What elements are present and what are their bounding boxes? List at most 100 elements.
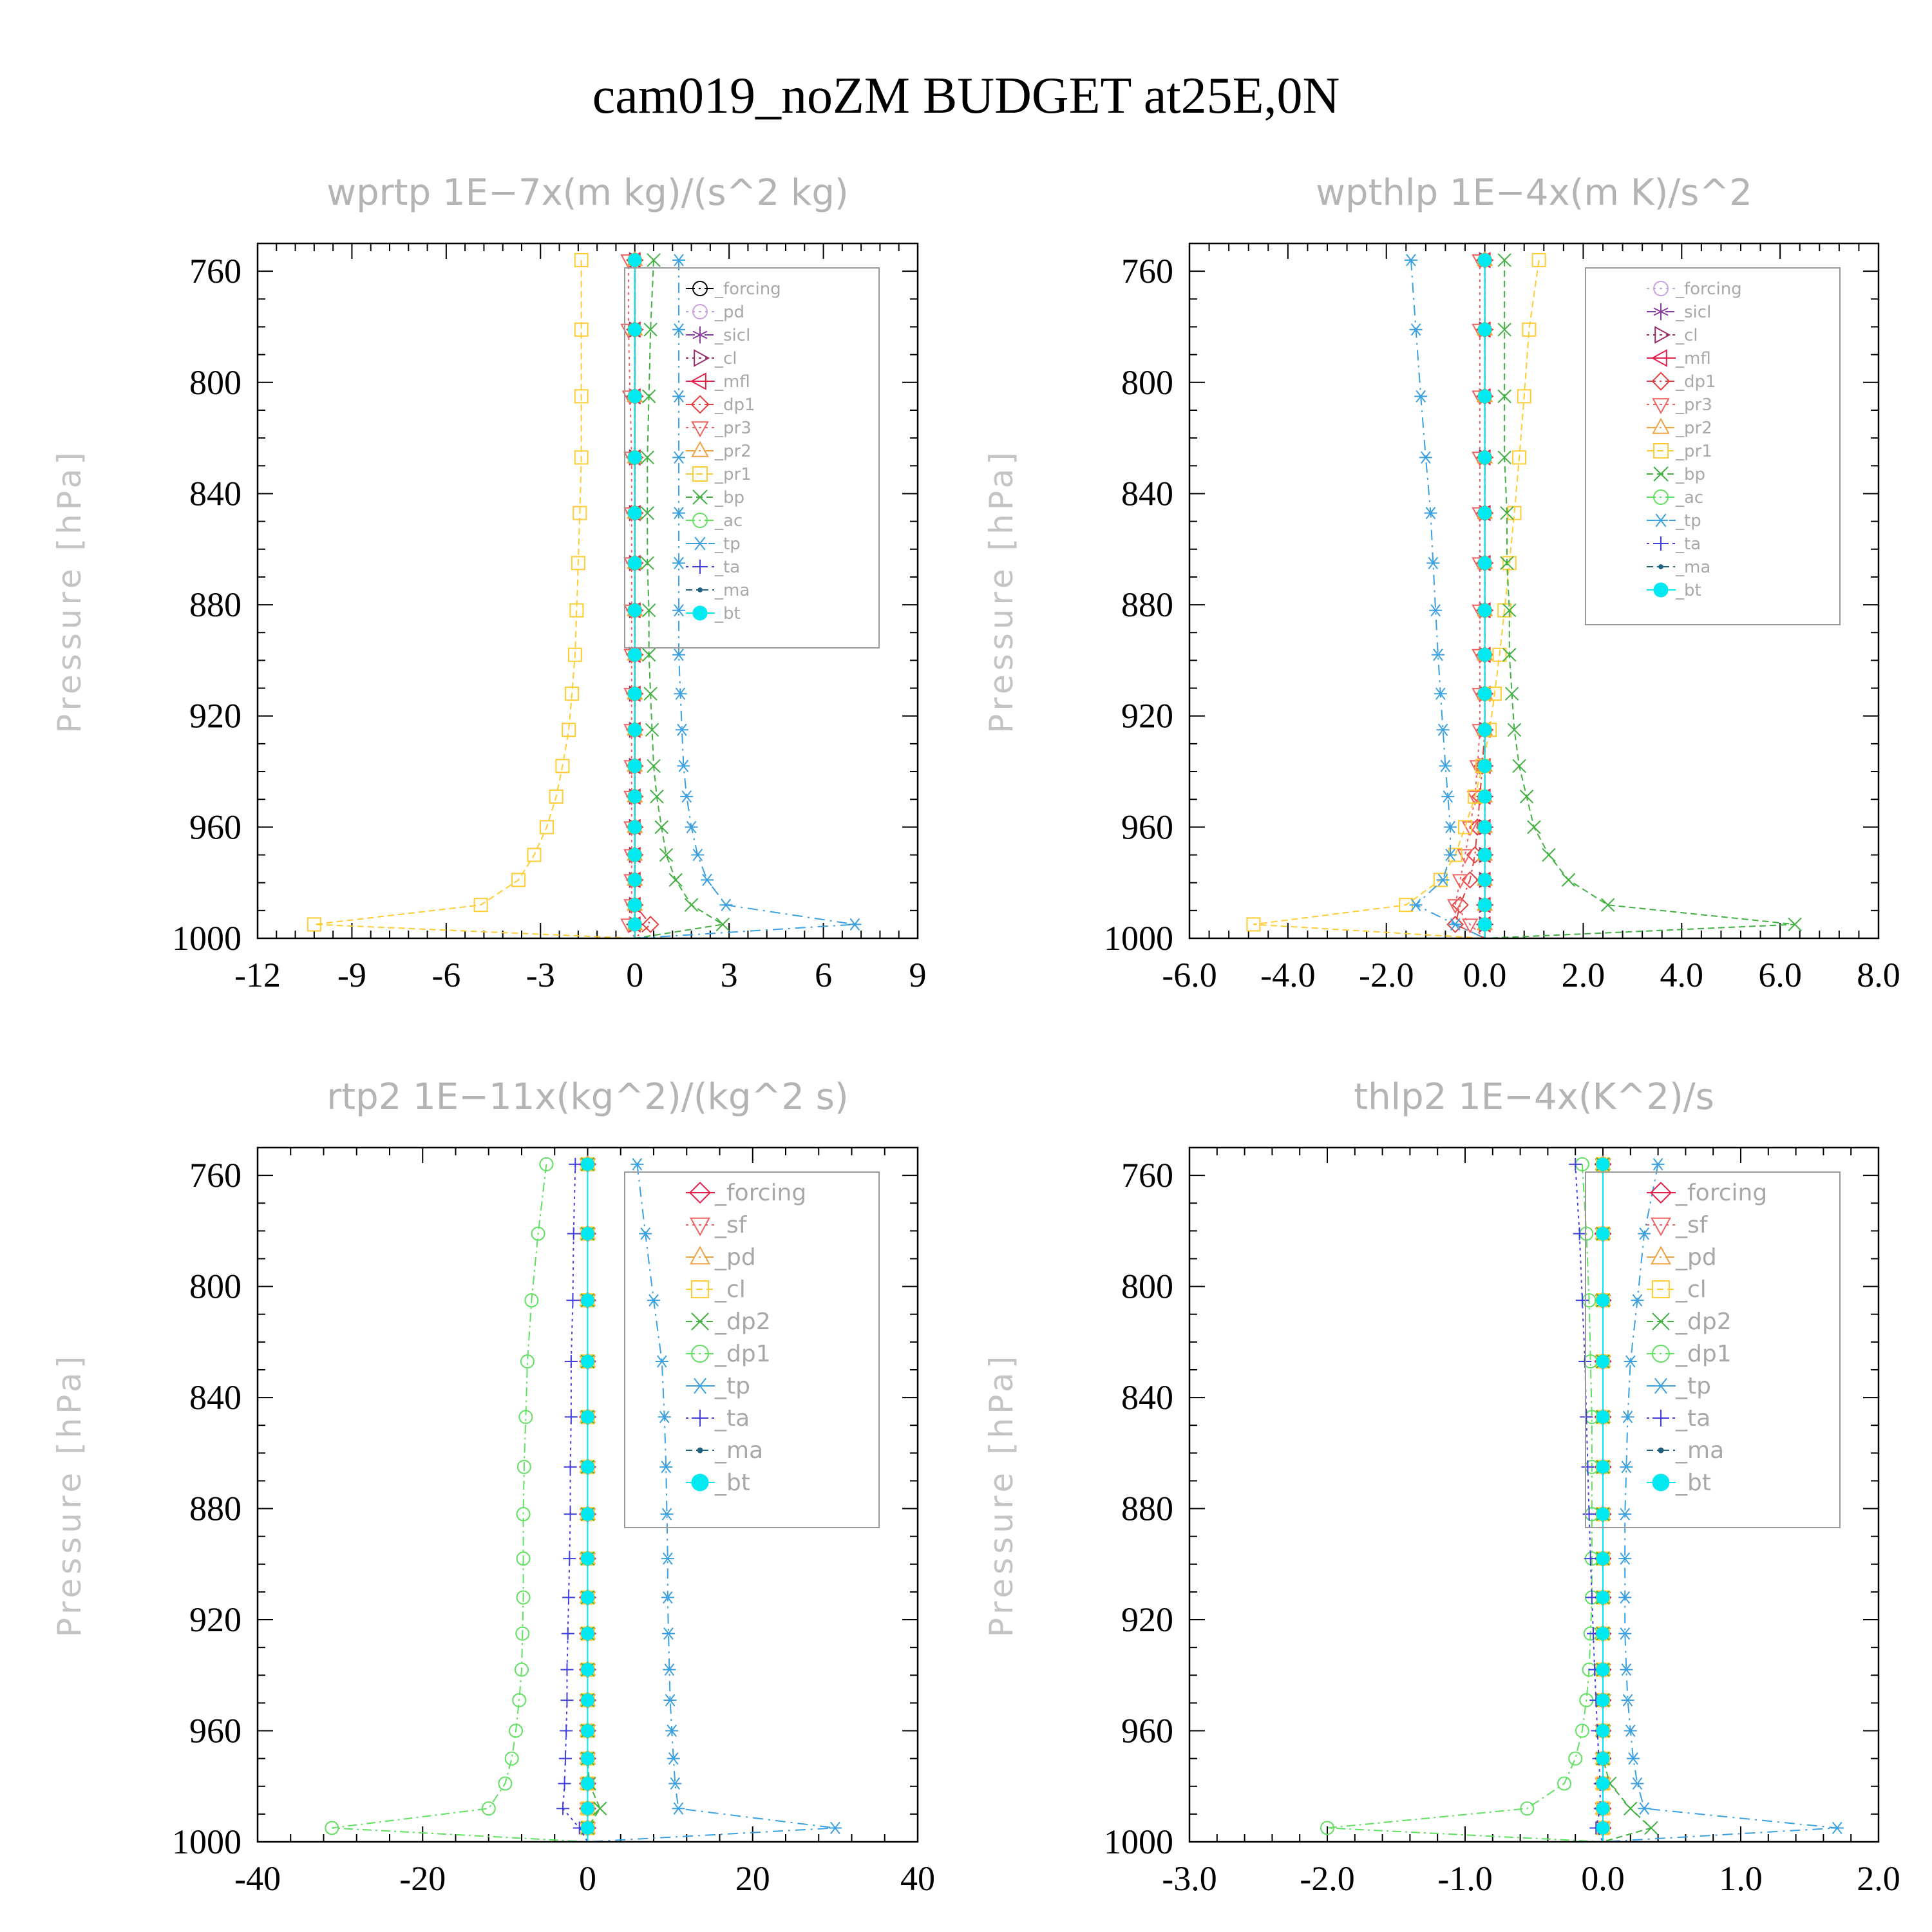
legend-entry: _dp1 <box>1647 1341 1732 1367</box>
data-point <box>1596 1627 1610 1641</box>
legend-entry: _dp2 <box>686 1309 771 1335</box>
data-point <box>628 759 642 773</box>
legend-label: _tp <box>714 1373 750 1399</box>
data-point <box>1596 1752 1610 1766</box>
legend-entry: _ac <box>1647 488 1703 507</box>
data-point <box>560 1694 574 1707</box>
y-tick-label: 760 <box>189 1156 242 1195</box>
legend-label: _pr3 <box>714 419 752 438</box>
data-point <box>473 898 488 913</box>
data-point <box>564 1508 577 1521</box>
series-dp1 <box>325 1157 588 1842</box>
data-point <box>1520 1801 1535 1816</box>
series-tp <box>634 254 862 938</box>
data-point <box>581 1776 594 1790</box>
data-point <box>539 1157 554 1171</box>
legend-label: _bp <box>714 488 744 507</box>
data-point <box>1517 389 1531 404</box>
series-tp <box>1404 254 1485 938</box>
y-tick-label: 920 <box>189 697 242 735</box>
data-point <box>1426 556 1440 569</box>
data-point <box>1522 322 1537 337</box>
data-point <box>1557 1776 1572 1791</box>
data-point <box>567 647 582 662</box>
legend-label: _bp <box>1675 465 1705 484</box>
legend-label: _sicl <box>1675 303 1711 322</box>
y-tick-label: 960 <box>189 1712 242 1750</box>
data-point <box>628 917 642 931</box>
series-group <box>1320 1155 1844 1842</box>
data-point <box>1497 450 1511 465</box>
legend-label: _forcing <box>1675 279 1742 299</box>
data-point <box>1478 820 1492 834</box>
data-point <box>628 873 642 887</box>
data-point <box>1631 1294 1644 1307</box>
data-point <box>1596 1776 1610 1790</box>
legend-label: _pr1 <box>714 465 752 484</box>
data-point <box>665 1724 679 1738</box>
legend-label: _ma <box>1675 1437 1724 1464</box>
plot-frame <box>1188 242 1880 940</box>
data-point <box>564 1410 578 1424</box>
data-point <box>581 1693 594 1707</box>
data-point <box>540 820 554 835</box>
data-point <box>569 1157 582 1171</box>
legend-entry: _bt <box>1647 1470 1711 1496</box>
legend-label: _ta <box>714 558 740 577</box>
data-point <box>1618 1591 1632 1604</box>
data-point <box>1439 759 1452 773</box>
data-point <box>659 848 674 862</box>
y-tick-label: 960 <box>189 808 242 846</box>
data-point <box>1596 1724 1610 1738</box>
y-tick-label: 840 <box>1121 1378 1173 1417</box>
x-tick-label: 1.0 <box>1719 1859 1763 1898</box>
x-tick-label: 40 <box>900 1859 935 1898</box>
data-point <box>1596 1507 1610 1521</box>
data-point <box>1444 848 1457 862</box>
data-point <box>1452 874 1469 889</box>
data-point <box>639 1227 652 1240</box>
data-point <box>509 1723 524 1738</box>
data-point <box>643 323 658 337</box>
series-dp1 <box>1320 1157 1604 1842</box>
data-point <box>481 1801 496 1816</box>
legend-entry: _sicl <box>1647 303 1711 322</box>
series-line <box>1327 1164 1604 1842</box>
series-mfl <box>625 252 641 938</box>
data-point <box>1502 603 1517 618</box>
data-point <box>1596 1693 1610 1707</box>
x-tick-label: -40 <box>234 1859 281 1898</box>
data-point <box>1618 1627 1632 1640</box>
data-point <box>1596 1354 1610 1368</box>
series-bp <box>1484 253 1802 938</box>
legend-label: _dp1 <box>714 1341 771 1367</box>
data-point <box>1584 1552 1597 1566</box>
data-point <box>1409 898 1423 911</box>
series-tp <box>587 1158 842 1842</box>
data-point <box>1461 821 1479 837</box>
x-tick-label: 4.0 <box>1660 956 1704 994</box>
data-point <box>672 254 686 267</box>
legend-entry: _dp1 <box>686 1341 771 1367</box>
series-line <box>587 1164 836 1842</box>
data-point <box>1624 1355 1637 1368</box>
legend-label: _ac <box>714 511 743 531</box>
legend-entry: _forcing <box>1647 1180 1767 1206</box>
data-point <box>672 390 686 402</box>
legend-entry: _forcing <box>686 279 781 299</box>
y-axis-label: Pressure [hPa] <box>51 1352 88 1638</box>
data-point <box>628 506 642 520</box>
data-point <box>1618 1552 1632 1565</box>
data-point <box>1478 723 1492 737</box>
data-point <box>1424 507 1437 520</box>
data-point <box>674 687 687 700</box>
y-tick-label: 800 <box>1121 1267 1173 1306</box>
legend: _forcing _sf _pd _cl _dp2 _dp1 _tp _ta _ma _bt <box>624 1171 880 1528</box>
data-point <box>663 1694 677 1707</box>
series-tp <box>1602 1158 1844 1842</box>
data-point <box>574 450 589 465</box>
legend-label: _forcing <box>714 279 781 299</box>
data-point <box>1414 390 1428 402</box>
series-line <box>634 260 725 938</box>
